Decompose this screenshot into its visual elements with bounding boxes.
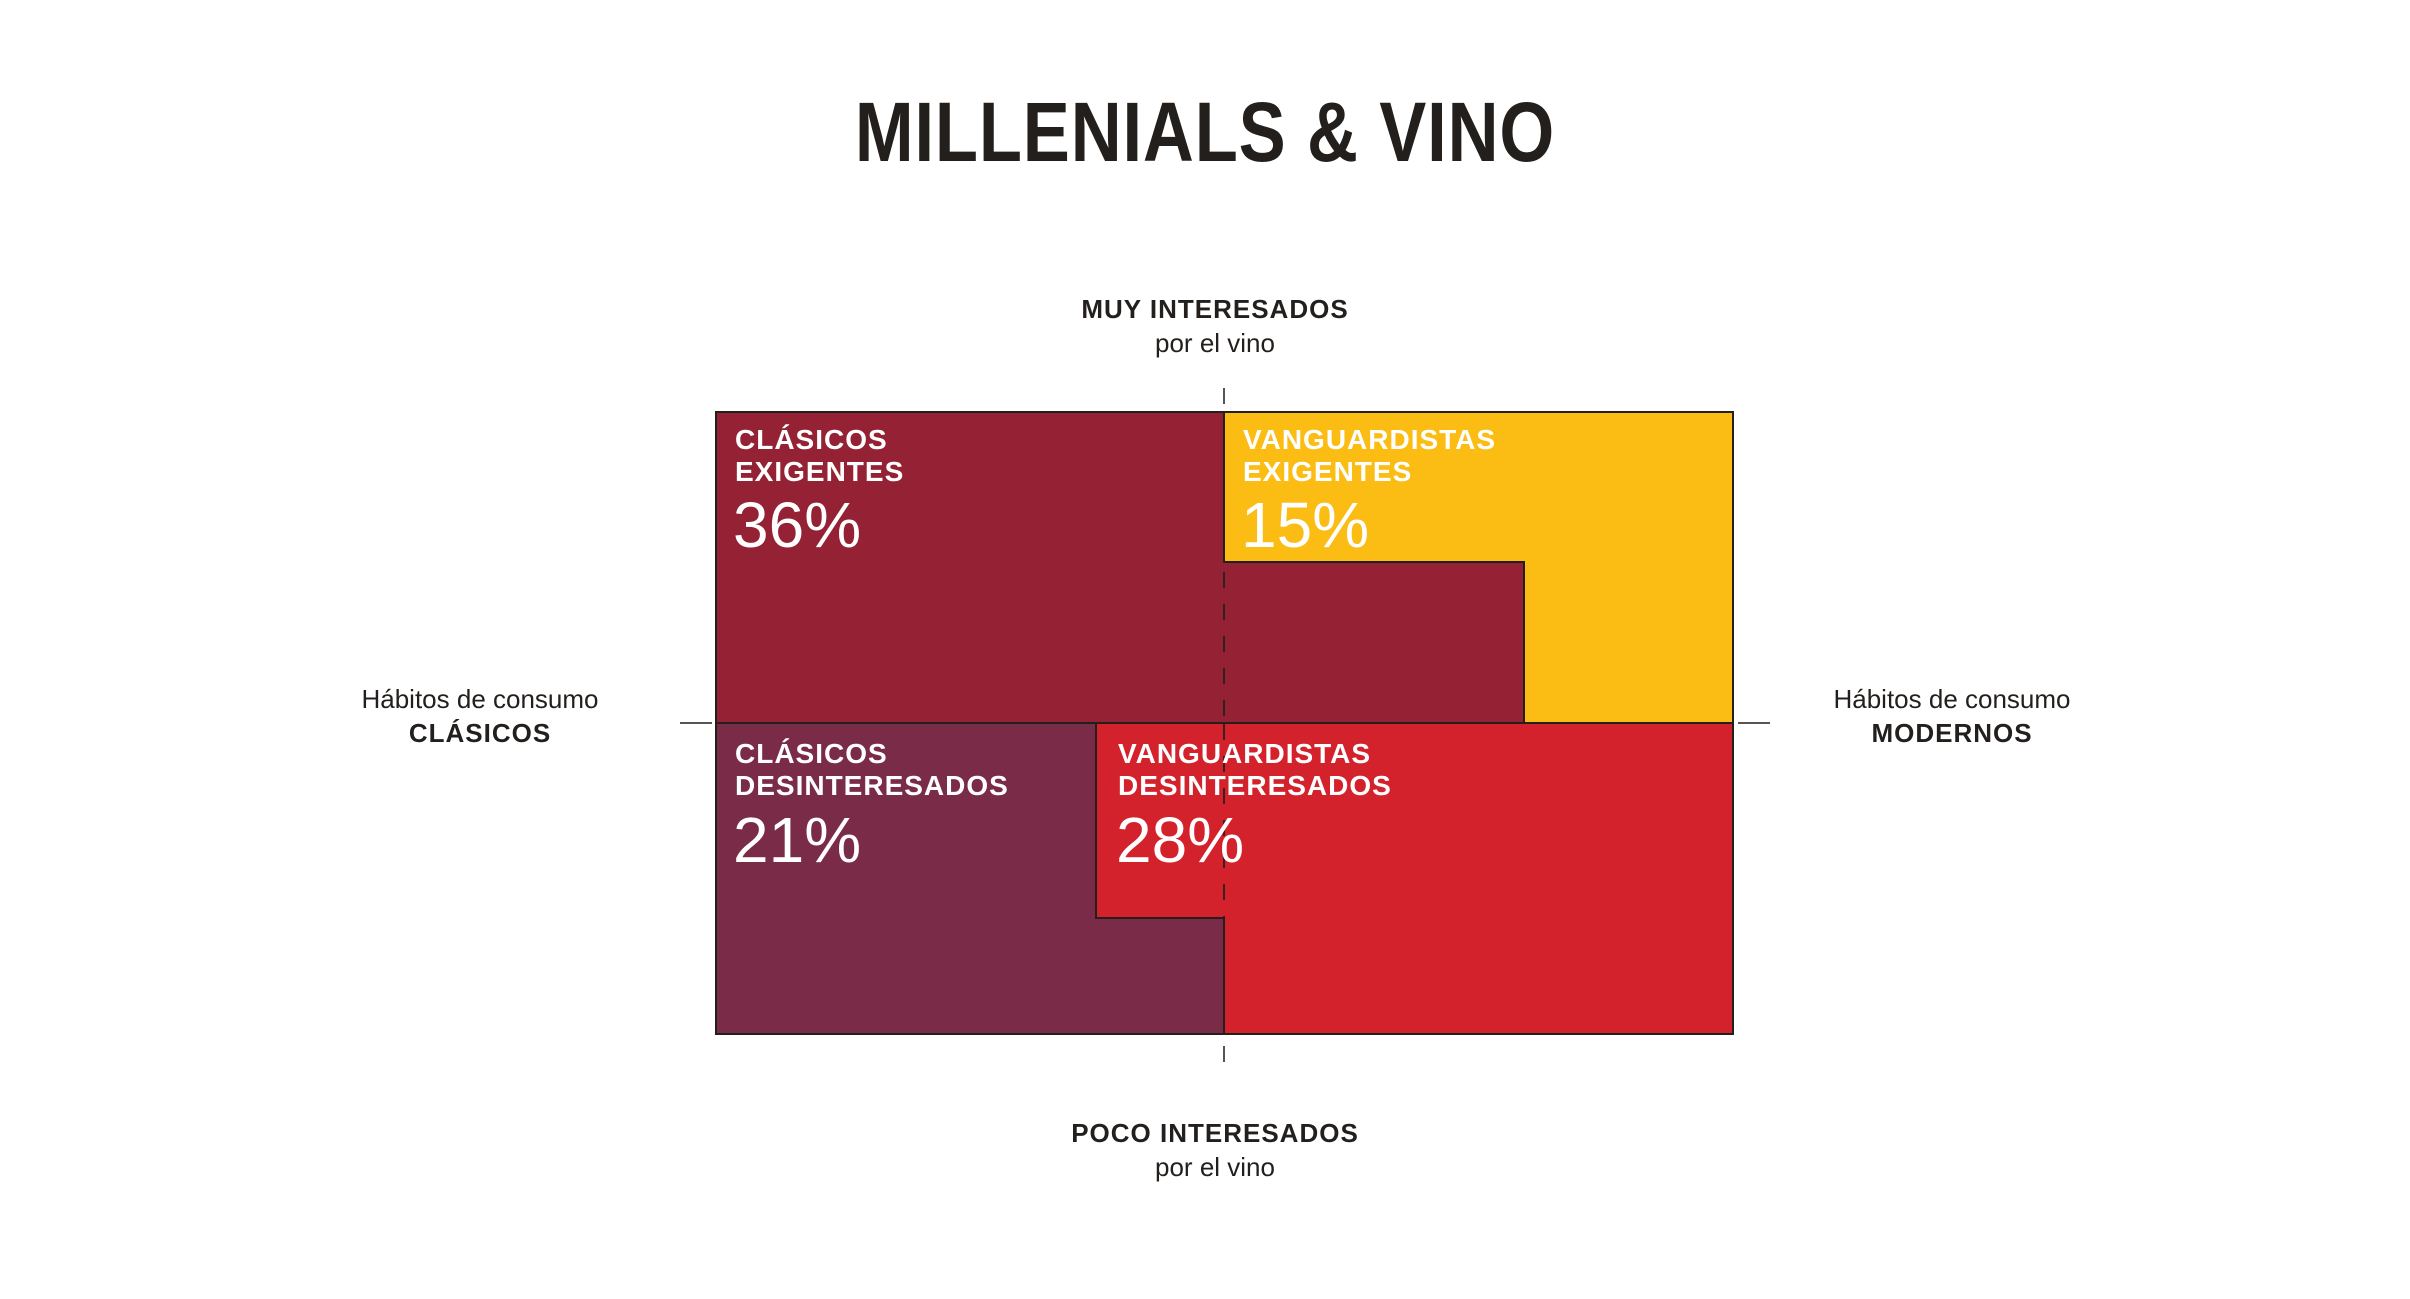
axis-label-right: Hábitos de consumo MODERNOS <box>1752 682 2152 750</box>
axis-right-light: Hábitos de consumo <box>1833 684 2071 714</box>
axis-top-strong: MUY INTERESADOS <box>1081 294 1349 324</box>
axis-left-strong: CLÁSICOS <box>408 718 552 748</box>
segment-label-line2: DESINTERESADOS <box>1118 770 1392 801</box>
axis-label-left: Hábitos de consumo CLÁSICOS <box>280 682 680 750</box>
axis-bottom-light: por el vino <box>1155 1152 1275 1182</box>
segment-label-line1: CLÁSICOS <box>735 424 888 455</box>
segment-value: 21% <box>733 804 861 876</box>
segment-value: 36% <box>733 489 861 561</box>
segment-label-line1: VANGUARDISTAS <box>1243 424 1496 455</box>
axis-top-light: por el vino <box>1155 328 1275 358</box>
axis-bottom-strong: POCO INTERESADOS <box>1071 1118 1359 1148</box>
segment-label-line1: VANGUARDISTAS <box>1118 738 1371 769</box>
segment-label-line2: EXIGENTES <box>1243 456 1412 487</box>
axis-left-light: Hábitos de consumo <box>361 684 599 714</box>
axis-label-top: MUY INTERESADOS por el vino <box>1005 292 1425 360</box>
chart-title: MILLENIALS & VINO <box>854 85 1556 179</box>
axis-right-strong: MODERNOS <box>1871 718 2033 748</box>
axis-label-bottom: POCO INTERESADOS por el vino <box>1005 1116 1425 1184</box>
segment-label-line2: DESINTERESADOS <box>735 770 1009 801</box>
segment-value: 15% <box>1241 489 1369 561</box>
segment-label-line2: EXIGENTES <box>735 456 904 487</box>
segment-value: 28% <box>1116 804 1244 876</box>
segment-vanguardistas-desinteresados <box>1095 722 1734 1035</box>
segment-label-line1: CLÁSICOS <box>735 738 888 769</box>
